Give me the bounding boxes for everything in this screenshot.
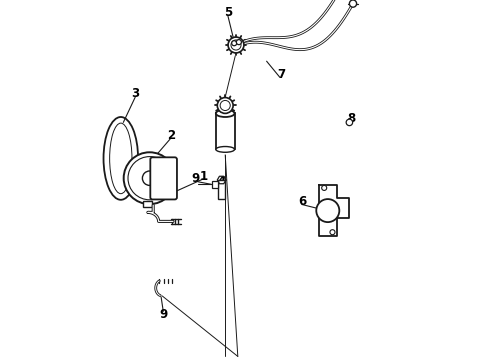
Bar: [218, 180, 225, 199]
Ellipse shape: [110, 123, 132, 194]
Text: 6: 6: [298, 195, 307, 208]
Circle shape: [128, 157, 171, 200]
Circle shape: [236, 40, 242, 45]
Text: 2: 2: [167, 129, 175, 141]
Bar: [212, 181, 219, 188]
Circle shape: [217, 98, 233, 113]
Circle shape: [232, 41, 237, 46]
Circle shape: [330, 230, 335, 235]
FancyBboxPatch shape: [150, 157, 177, 199]
Ellipse shape: [107, 121, 134, 196]
Text: 8: 8: [347, 112, 355, 125]
Text: 5: 5: [223, 6, 232, 19]
Text: 9: 9: [192, 172, 200, 185]
Ellipse shape: [216, 147, 235, 152]
Text: 1: 1: [199, 170, 208, 183]
Circle shape: [123, 152, 175, 204]
Circle shape: [316, 199, 339, 222]
Circle shape: [321, 185, 327, 190]
Circle shape: [349, 0, 357, 7]
Text: 9: 9: [160, 309, 168, 321]
Circle shape: [228, 37, 244, 53]
Text: 7: 7: [277, 68, 285, 81]
Circle shape: [143, 171, 157, 185]
Circle shape: [220, 100, 230, 111]
Circle shape: [231, 40, 241, 50]
Text: 4: 4: [218, 175, 226, 188]
Circle shape: [346, 119, 353, 126]
Ellipse shape: [216, 110, 235, 117]
Text: 3: 3: [131, 87, 139, 100]
Bar: [144, 201, 152, 207]
Ellipse shape: [103, 117, 138, 200]
Bar: [216, 113, 235, 149]
